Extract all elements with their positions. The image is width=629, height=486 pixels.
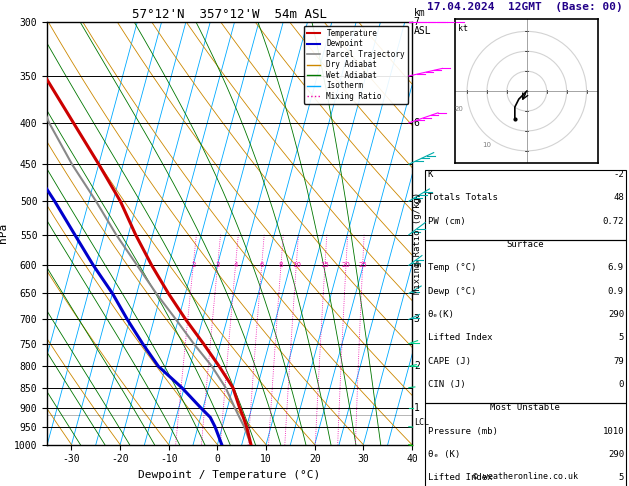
Text: Pressure (mb): Pressure (mb) [428,427,498,436]
Text: Temp (°C): Temp (°C) [428,263,476,273]
Text: 3: 3 [215,262,220,268]
Text: 6: 6 [414,118,420,128]
Text: 6.9: 6.9 [608,263,624,273]
Text: 20: 20 [455,106,464,112]
Text: Totals Totals: Totals Totals [428,193,498,203]
Text: km: km [414,8,426,17]
Title: 57°12'N  357°12'W  54m ASL: 57°12'N 357°12'W 54m ASL [132,8,327,21]
Text: LCL: LCL [414,417,429,427]
Text: CIN (J): CIN (J) [428,380,465,389]
Text: CAPE (J): CAPE (J) [428,357,470,366]
Text: 4: 4 [414,260,420,270]
Text: 25: 25 [359,262,367,268]
Text: 0.9: 0.9 [608,287,624,296]
Text: PW (cm): PW (cm) [428,217,465,226]
Text: 2: 2 [414,361,420,371]
Text: 48: 48 [613,193,624,203]
Text: K: K [428,170,433,179]
Text: 290: 290 [608,310,624,319]
Text: 10: 10 [482,142,491,148]
Text: 0.72: 0.72 [603,217,624,226]
Text: 2: 2 [191,262,196,268]
Text: 5: 5 [414,196,420,206]
Text: 290: 290 [608,450,624,459]
Text: 10: 10 [292,262,301,268]
Text: 79: 79 [613,357,624,366]
Text: 1010: 1010 [603,427,624,436]
Legend: Temperature, Dewpoint, Parcel Trajectory, Dry Adiabat, Wet Adiabat, Isotherm, Mi: Temperature, Dewpoint, Parcel Trajectory… [304,26,408,104]
Text: 7: 7 [414,17,420,27]
Text: θₑ (K): θₑ (K) [428,450,460,459]
Text: Most Unstable: Most Unstable [490,403,560,413]
Text: 20: 20 [342,262,350,268]
Text: θₑ(K): θₑ(K) [428,310,455,319]
Text: Lifted Index: Lifted Index [428,333,493,343]
Text: 0: 0 [618,380,624,389]
Text: 5: 5 [618,333,624,343]
Text: © weatheronline.co.uk: © weatheronline.co.uk [473,472,577,481]
Text: 5: 5 [618,473,624,483]
Text: 4: 4 [233,262,238,268]
Text: -2: -2 [613,170,624,179]
Text: 6: 6 [259,262,264,268]
Text: 15: 15 [321,262,330,268]
Y-axis label: hPa: hPa [0,223,8,243]
Text: Dewp (°C): Dewp (°C) [428,287,476,296]
Text: kt: kt [458,24,468,33]
Text: Surface: Surface [506,240,544,249]
Text: Lifted Index: Lifted Index [428,473,493,483]
Text: Mixing Ratio (g/kg): Mixing Ratio (g/kg) [413,192,421,294]
Text: ASL: ASL [414,26,431,36]
X-axis label: Dewpoint / Temperature (°C): Dewpoint / Temperature (°C) [138,470,321,480]
Text: 8: 8 [279,262,283,268]
Text: 17.04.2024  12GMT  (Base: 00): 17.04.2024 12GMT (Base: 00) [427,2,623,13]
Text: 1: 1 [414,403,420,413]
Text: 3: 3 [414,314,420,325]
